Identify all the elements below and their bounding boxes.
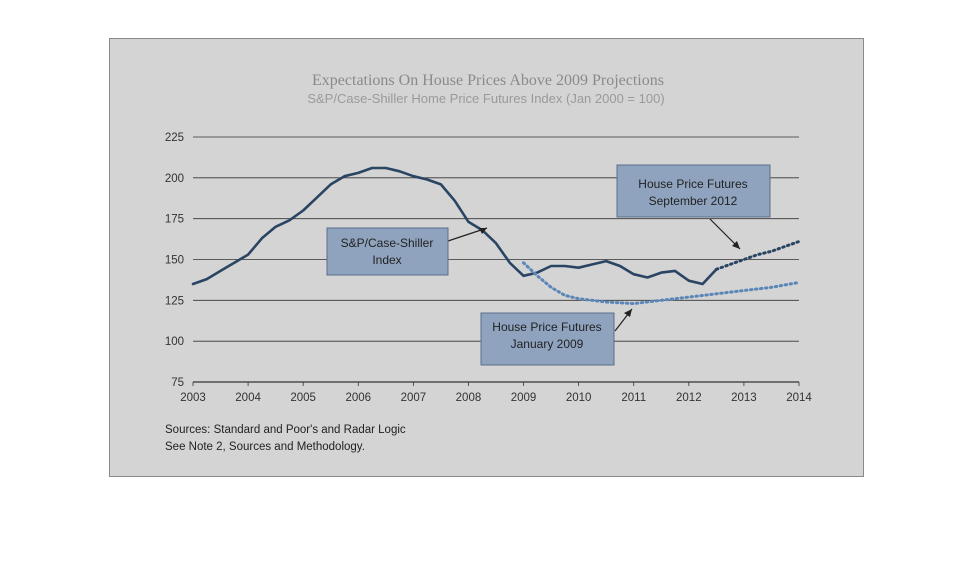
series-line-3: [714, 240, 801, 271]
y-tick-label-125: 125: [165, 295, 184, 307]
annotation-case-shiller-line2: Index: [372, 253, 401, 267]
chart-panel: 75 100 125 150 175 200 225 2003 2004 2005 2006 2007…: [109, 38, 864, 477]
series-line-2: [522, 261, 801, 306]
series-line-1: [191, 166, 718, 286]
x-tick-label-2007: 2007: [401, 392, 427, 404]
y-tick-label-200: 200: [165, 173, 184, 185]
x-tick-label-2008: 2008: [456, 392, 482, 404]
annotation-futures-jan-2009-line2: January 2009: [511, 337, 584, 351]
annotation-case-shiller-line1: S&P/Case-Shiller: [341, 236, 434, 250]
x-tick-label-2013: 2013: [731, 392, 757, 404]
y-tick-label-100: 100: [165, 336, 184, 348]
x-tick-label-2014: 2014: [786, 392, 812, 404]
y-tick-label-225: 225: [165, 132, 184, 144]
x-tick-label-2009: 2009: [511, 392, 537, 404]
x-tick-label-2006: 2006: [345, 392, 371, 404]
x-tick-label-2003: 2003: [180, 392, 206, 404]
x-tick-label-2012: 2012: [676, 392, 702, 404]
x-tick-label-2011: 2011: [621, 392, 646, 404]
annotation-futures-jan-2009: House Price Futures January 2009: [480, 308, 633, 366]
annotation-futures-sep-2012-line2: September 2012: [649, 194, 738, 208]
source-line-1: Sources: Standard and Poor's and Radar L…: [165, 424, 406, 436]
annotation-futures-sep-2012-line1: House Price Futures: [638, 177, 747, 191]
annotation-futures-sep-2012: House Price Futures September 2012: [616, 164, 771, 250]
y-tick-label-175: 175: [165, 214, 184, 226]
chart-title: Expectations On House Prices Above 2009 …: [312, 72, 664, 89]
x-tick-label-2010: 2010: [566, 392, 592, 404]
annotation-case-shiller: S&P/Case-Shiller Index: [326, 227, 488, 276]
chart: 75 100 125 150 175 200 225 2003 2004 2005 2006 2007…: [165, 72, 813, 453]
annotation-futures-jan-2009-line1: House Price Futures: [492, 320, 601, 334]
y-tick-label-150: 150: [165, 255, 184, 267]
x-tick-label-2005: 2005: [290, 392, 316, 404]
x-tick-label-2004: 2004: [235, 392, 261, 404]
chart-subtitle: S&P/Case-Shiller Home Price Futures Inde…: [307, 91, 664, 106]
y-tick-label-75: 75: [171, 377, 184, 389]
source-line-2: See Note 2, Sources and Methodology.: [165, 441, 365, 453]
